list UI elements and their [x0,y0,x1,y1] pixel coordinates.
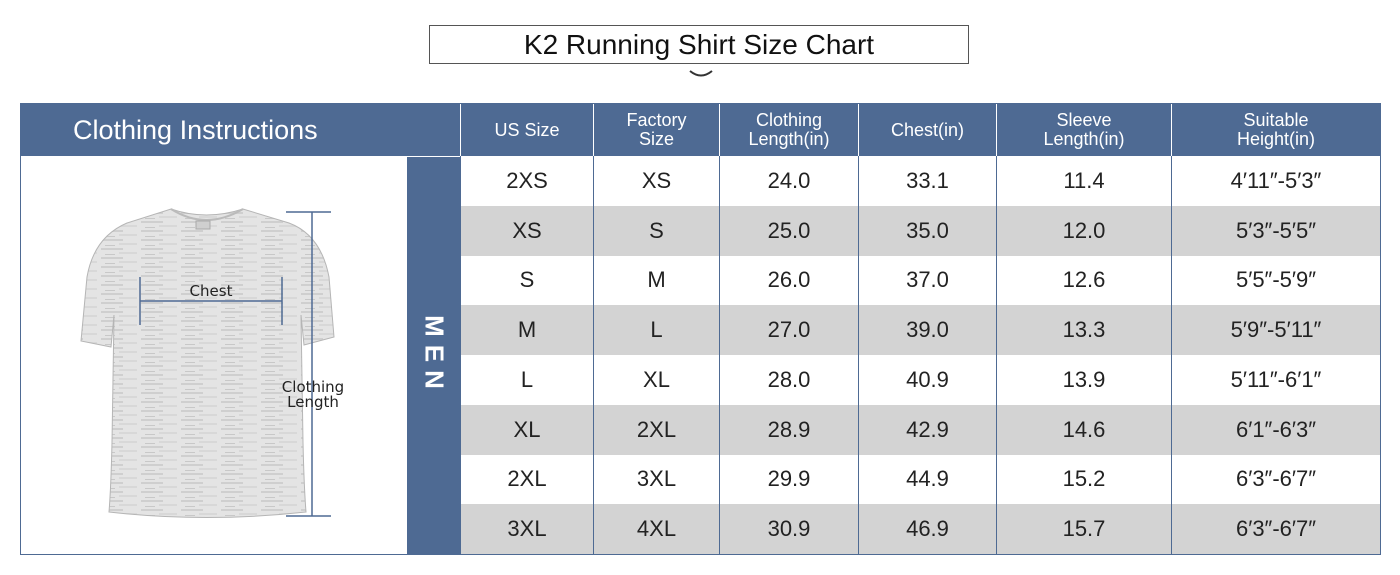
table-cell-factory-size: 4XL [593,504,719,554]
chest-header: Chest(in) [858,104,996,156]
table-cell-sleeve-length: 13.9 [996,355,1171,405]
table-cell-factory-size: 3XL [593,454,719,505]
table-cell-chest: 35.0 [858,205,996,256]
factory-size-header: Factory Size [593,104,719,156]
table-cell-clothing-length: 28.9 [719,404,858,455]
table-cell-clothing-length: 30.9 [719,504,858,554]
men-label: MEN [419,314,449,397]
table-cell-clothing-length: 28.0 [719,355,858,405]
men-section-band: MEN [407,157,460,554]
table-cell-us-size: XS [460,205,593,256]
table-cell-suitable-height: 6′3″-6′7″ [1171,454,1380,505]
length-measure-line [286,211,331,517]
table-cell-chest: 42.9 [858,404,996,455]
table-cell-factory-size: XL [593,355,719,405]
table-cell-us-size: S [460,255,593,306]
table-cell-clothing-length: 25.0 [719,205,858,256]
table-cell-us-size: 2XS [460,156,593,206]
table-cell-sleeve-length: 15.2 [996,454,1171,505]
shirt-shape [80,208,335,518]
table-cell-sleeve-length: 12.0 [996,205,1171,256]
sleeve-length-header: Sleeve Length(in) [996,104,1171,156]
table-cell-suitable-height: 5′11″-6′1″ [1171,355,1380,405]
table-cell-factory-size: S [593,205,719,256]
table-cell-sleeve-length: 15.7 [996,504,1171,554]
size-chart-panel [20,103,1381,555]
table-cell-us-size: 3XL [460,504,593,554]
table-cell-us-size: 2XL [460,454,593,505]
chest-measure-line [139,277,283,325]
size-table: US Size Factory Size Clothing Length(in) Ch… [460,104,1380,554]
chevron-down-icon [689,70,713,77]
table-cell-chest: 44.9 [858,454,996,505]
clothing-length-header: Clothing Length(in) [719,104,858,156]
table-cell-clothing-length: 29.9 [719,454,858,505]
table-cell-factory-size: M [593,255,719,306]
table-cell-suitable-height: 5′9″-5′11″ [1171,305,1380,355]
table-cell-us-size: XL [460,404,593,455]
table-cell-suitable-height: 5′3″-5′5″ [1171,205,1380,256]
table-cell-suitable-height: 5′5″-5′9″ [1171,255,1380,306]
us-size-header: US Size [460,104,593,156]
table-cell-clothing-length: 24.0 [719,156,858,206]
table-cell-sleeve-length: 13.3 [996,305,1171,355]
table-cell-sleeve-length: 14.6 [996,404,1171,455]
clothing-instructions-header: Clothing Instructions [21,104,460,156]
table-cell-us-size: L [460,355,593,405]
table-cell-chest: 46.9 [858,504,996,554]
table-cell-clothing-length: 26.0 [719,255,858,306]
table-cell-factory-size: L [593,305,719,355]
table-cell-chest: 40.9 [858,355,996,405]
table-cell-suitable-height: 6′3″-6′7″ [1171,504,1380,554]
chest-label: Chest [190,282,233,300]
suitable-height-header: Suitable Height(in) [1171,104,1380,156]
table-cell-factory-size: 2XL [593,404,719,455]
shirt-illustration: Chest Clothing Length [80,208,344,518]
table-cell-chest: 33.1 [858,156,996,206]
table-cell-sleeve-length: 11.4 [996,156,1171,206]
shirt-diagram: Chest Clothing Length [21,157,407,554]
table-cell-sleeve-length: 12.6 [996,255,1171,306]
chart-title: K2 Running Shirt Size Chart [429,25,969,64]
table-cell-clothing-length: 27.0 [719,305,858,355]
table-cell-factory-size: XS [593,156,719,206]
table-cell-suitable-height: 6′1″-6′3″ [1171,404,1380,455]
table-cell-chest: 39.0 [858,305,996,355]
table-cell-chest: 37.0 [858,255,996,306]
table-cell-suitable-height: 4′11″-5′3″ [1171,156,1380,206]
clothing-length-label-2: Length [287,393,339,411]
clothing-length-label-1: Clothing [282,378,344,396]
table-cell-us-size: M [460,305,593,355]
